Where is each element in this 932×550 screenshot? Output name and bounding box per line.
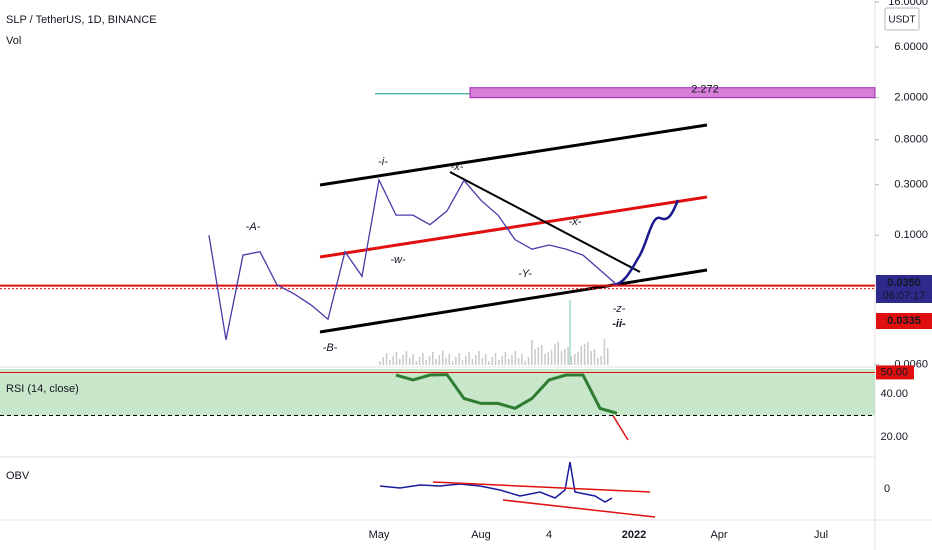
wave-label: -ii- — [612, 318, 626, 330]
x-tick-label: May — [369, 529, 390, 541]
volume-bars — [379, 300, 609, 365]
wave-label: -Y- — [518, 268, 532, 280]
obv-title: OBV — [6, 470, 30, 482]
target-zone — [469, 87, 876, 99]
volume-label: Vol — [6, 35, 21, 47]
target-label: 2.272 — [691, 84, 719, 96]
y-tick-label: 0.1000 — [894, 229, 928, 241]
wave-label: -i- — [378, 156, 388, 168]
last-price: 0.0350 — [887, 277, 921, 289]
y-tick-label: 20.00 — [880, 431, 908, 443]
wave-label: -A- — [246, 221, 261, 233]
currency-box[interactable] — [884, 7, 920, 31]
y-tick-label: 50.00 — [880, 366, 908, 378]
channel-mid — [319, 195, 708, 259]
wave-label: -B- — [323, 342, 338, 354]
x-tick-label: 4 — [546, 529, 552, 541]
wave-label: -x- — [569, 216, 582, 228]
obv-trend — [432, 481, 651, 493]
countdown: 06:07:17 — [883, 290, 926, 302]
projection — [611, 199, 680, 287]
channel-top — [319, 123, 708, 187]
x-tick-label: Apr — [710, 529, 727, 541]
rsi-line — [395, 373, 618, 415]
wave-label: -w- — [390, 254, 406, 266]
last-price-box — [876, 275, 932, 303]
y-tick-label: 0 — [884, 483, 890, 495]
obv-line — [379, 461, 613, 503]
x-tick-label: Jul — [814, 529, 828, 541]
symbol: SLP / TetherUS, 1D, BINANCE — [6, 14, 157, 26]
x-tick-label: Aug — [471, 529, 491, 541]
y-tick-label: 0.8000 — [894, 134, 928, 146]
price-line — [208, 177, 618, 340]
currency: USDT — [888, 15, 915, 26]
x-tick-label: 2022 — [622, 529, 646, 541]
y-tick-label: 0.3000 — [894, 179, 928, 191]
wave-label: -x- — [451, 161, 464, 173]
y-tick-label: 2.0000 — [894, 91, 928, 103]
channel-bottom — [319, 268, 708, 334]
y-tick-label: 40.00 — [880, 388, 908, 400]
rsi-value-box — [876, 365, 914, 380]
wave-label: -z- — [613, 303, 626, 315]
rsi-band — [0, 369, 875, 416]
level-label: 0.0335 — [887, 315, 921, 327]
trend-line — [449, 171, 641, 273]
level-box — [876, 313, 932, 329]
y-tick-label: 6.0000 — [894, 41, 928, 53]
y-tick-label: 16.0000 — [888, 0, 928, 8]
obv-trend — [502, 499, 656, 518]
rsi-title: RSI (14, close) — [6, 383, 79, 395]
